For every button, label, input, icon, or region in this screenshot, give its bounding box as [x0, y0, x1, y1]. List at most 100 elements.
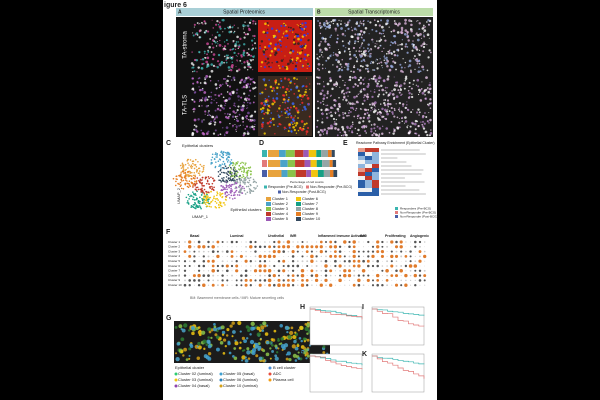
cell — [233, 30, 236, 33]
dot — [254, 265, 257, 267]
cell — [426, 69, 429, 72]
cell — [200, 21, 203, 24]
cell — [252, 101, 255, 104]
cell — [383, 35, 386, 38]
cell — [411, 93, 413, 95]
dot — [324, 259, 328, 263]
cell — [301, 46, 303, 48]
legend-swatch — [219, 372, 223, 376]
dot — [353, 269, 356, 272]
bar-segment — [294, 150, 304, 157]
dot — [258, 245, 262, 249]
cell — [266, 121, 270, 125]
plot-frame — [371, 306, 425, 346]
dot — [367, 264, 370, 268]
dot — [315, 260, 318, 263]
umap-point — [192, 177, 195, 180]
cell — [418, 91, 421, 93]
cell — [305, 77, 308, 79]
umap-point — [247, 166, 250, 169]
dot — [249, 284, 252, 287]
legend-label: Cluster 6 — [302, 196, 319, 201]
cell — [305, 133, 308, 135]
dot — [339, 241, 341, 243]
dot — [239, 254, 243, 258]
umap-point — [203, 184, 205, 187]
cell — [318, 58, 320, 61]
dot — [338, 250, 342, 253]
cell — [418, 22, 421, 25]
cell — [253, 126, 256, 128]
cell — [247, 62, 250, 66]
cell — [306, 62, 310, 66]
cell — [393, 88, 396, 92]
cell — [330, 124, 333, 128]
cell — [204, 52, 206, 55]
cell — [362, 88, 365, 90]
cell — [209, 120, 212, 123]
cell — [293, 93, 296, 95]
cell — [234, 105, 237, 108]
cell — [273, 124, 275, 126]
umap-point — [182, 169, 185, 171]
umap-point — [207, 195, 209, 198]
cell — [365, 125, 368, 128]
cell — [207, 327, 212, 332]
cell — [213, 94, 215, 96]
cell — [276, 86, 279, 90]
cell — [393, 20, 396, 22]
dot — [410, 246, 412, 248]
cell — [408, 64, 412, 67]
legend-label: Responder (Pre-BCG) — [268, 185, 303, 189]
cell — [206, 98, 209, 101]
cell — [243, 92, 246, 95]
cell — [204, 99, 207, 102]
cell — [391, 111, 394, 114]
cell — [229, 107, 231, 110]
cell — [374, 133, 378, 136]
dot — [249, 279, 253, 282]
dot — [268, 283, 272, 287]
cell — [279, 115, 281, 117]
cell — [178, 324, 183, 329]
cell — [319, 92, 323, 96]
dot — [419, 284, 421, 286]
umap-point — [214, 153, 217, 156]
dot — [414, 240, 417, 244]
heat-cell — [365, 160, 372, 164]
umap-point — [187, 202, 190, 204]
cell — [415, 84, 418, 86]
umap-point — [238, 168, 240, 170]
cell — [197, 330, 203, 335]
cell — [252, 87, 255, 90]
cell — [266, 21, 269, 24]
cell — [355, 107, 358, 110]
cell — [216, 60, 220, 63]
umap-point — [230, 187, 232, 190]
cell — [325, 104, 327, 107]
group-header: Proliferating — [385, 234, 406, 238]
dot — [371, 254, 375, 259]
dot — [296, 250, 299, 253]
survival-curve — [372, 355, 425, 365]
dot — [371, 264, 375, 268]
dot — [286, 240, 291, 244]
cell — [406, 51, 409, 54]
cell — [428, 112, 430, 114]
dot — [357, 250, 360, 253]
cell — [210, 95, 212, 98]
cell — [280, 59, 284, 62]
cell — [202, 87, 204, 90]
dot — [405, 270, 407, 272]
cell — [211, 57, 215, 61]
umap-point — [221, 205, 223, 208]
umap-point — [193, 203, 196, 206]
dot — [325, 284, 327, 287]
cell — [384, 90, 386, 92]
umap-point — [199, 178, 202, 181]
cell — [212, 46, 215, 49]
cell — [284, 55, 286, 57]
cell — [299, 38, 303, 42]
dot — [394, 245, 399, 249]
dot — [287, 274, 290, 277]
